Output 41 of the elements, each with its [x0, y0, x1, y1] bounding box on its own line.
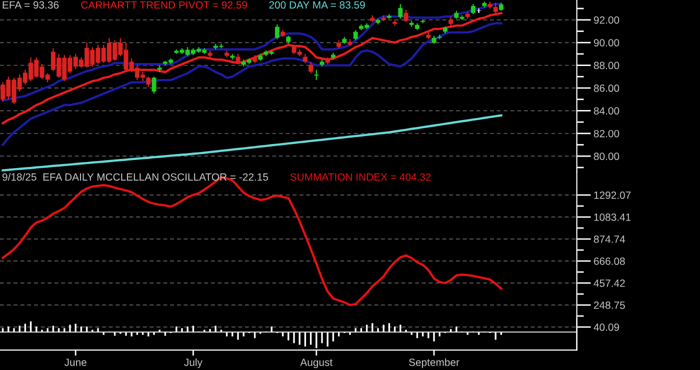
y-tick-label: 457.42 — [594, 280, 625, 287]
candlestick — [470, 3, 476, 15]
candlestick — [493, 2, 498, 14]
candlestick — [398, 3, 403, 20]
y-tick-label: 40.09 — [594, 324, 620, 331]
candlestick — [353, 30, 358, 41]
candlestick — [308, 61, 314, 74]
candlestick — [448, 16, 454, 26]
candlestick — [404, 9, 408, 23]
candlestick — [476, 8, 482, 14]
y-tick-label: 1083.41 — [594, 214, 631, 221]
candlestick — [152, 76, 156, 94]
text: CARHARTT TREND PIVOT = 92.59 — [81, 1, 247, 9]
x-tick-label: August — [300, 358, 333, 368]
y-tick-label: 1292.07 — [594, 192, 631, 199]
line-series — [2, 114, 502, 172]
chart-title: 9/18/25 EFA DAILY MCCLELLAN OSCILLATOR = -22.15 — [2, 173, 268, 181]
series-label: SUMMATION INDEX = 404.32 — [290, 173, 431, 181]
text: 200 DAY MA = 83.59 — [269, 1, 365, 9]
line-series — [2, 22, 502, 146]
candlestick — [314, 69, 319, 81]
y-tick-label: 90.00 — [594, 39, 620, 46]
y-tick-label: 248.75 — [594, 302, 625, 309]
line-series — [2, 12, 502, 124]
y-tick-label: 92.00 — [594, 16, 620, 24]
x-tick-label: July — [184, 358, 202, 368]
y-tick-label: 874.74 — [594, 236, 626, 243]
x-tick-label: September — [409, 358, 460, 368]
x-tick-label: June — [64, 358, 86, 366]
chart-title: EFA = 93.36 — [2, 1, 59, 9]
y-tick-label: 666.08 — [594, 258, 625, 265]
candlestick — [302, 53, 308, 64]
y-tick-label: 88.00 — [594, 62, 620, 70]
y-tick-label: 86.00 — [594, 84, 620, 92]
line-series — [2, 2, 502, 102]
candlestick — [146, 76, 151, 88]
candlestick — [274, 24, 280, 40]
candlestick — [420, 19, 426, 24]
y-tick-label: 80.00 — [594, 152, 620, 160]
y-tick-label: 84.00 — [594, 107, 620, 115]
y-tick-label: 82.00 — [594, 130, 620, 138]
